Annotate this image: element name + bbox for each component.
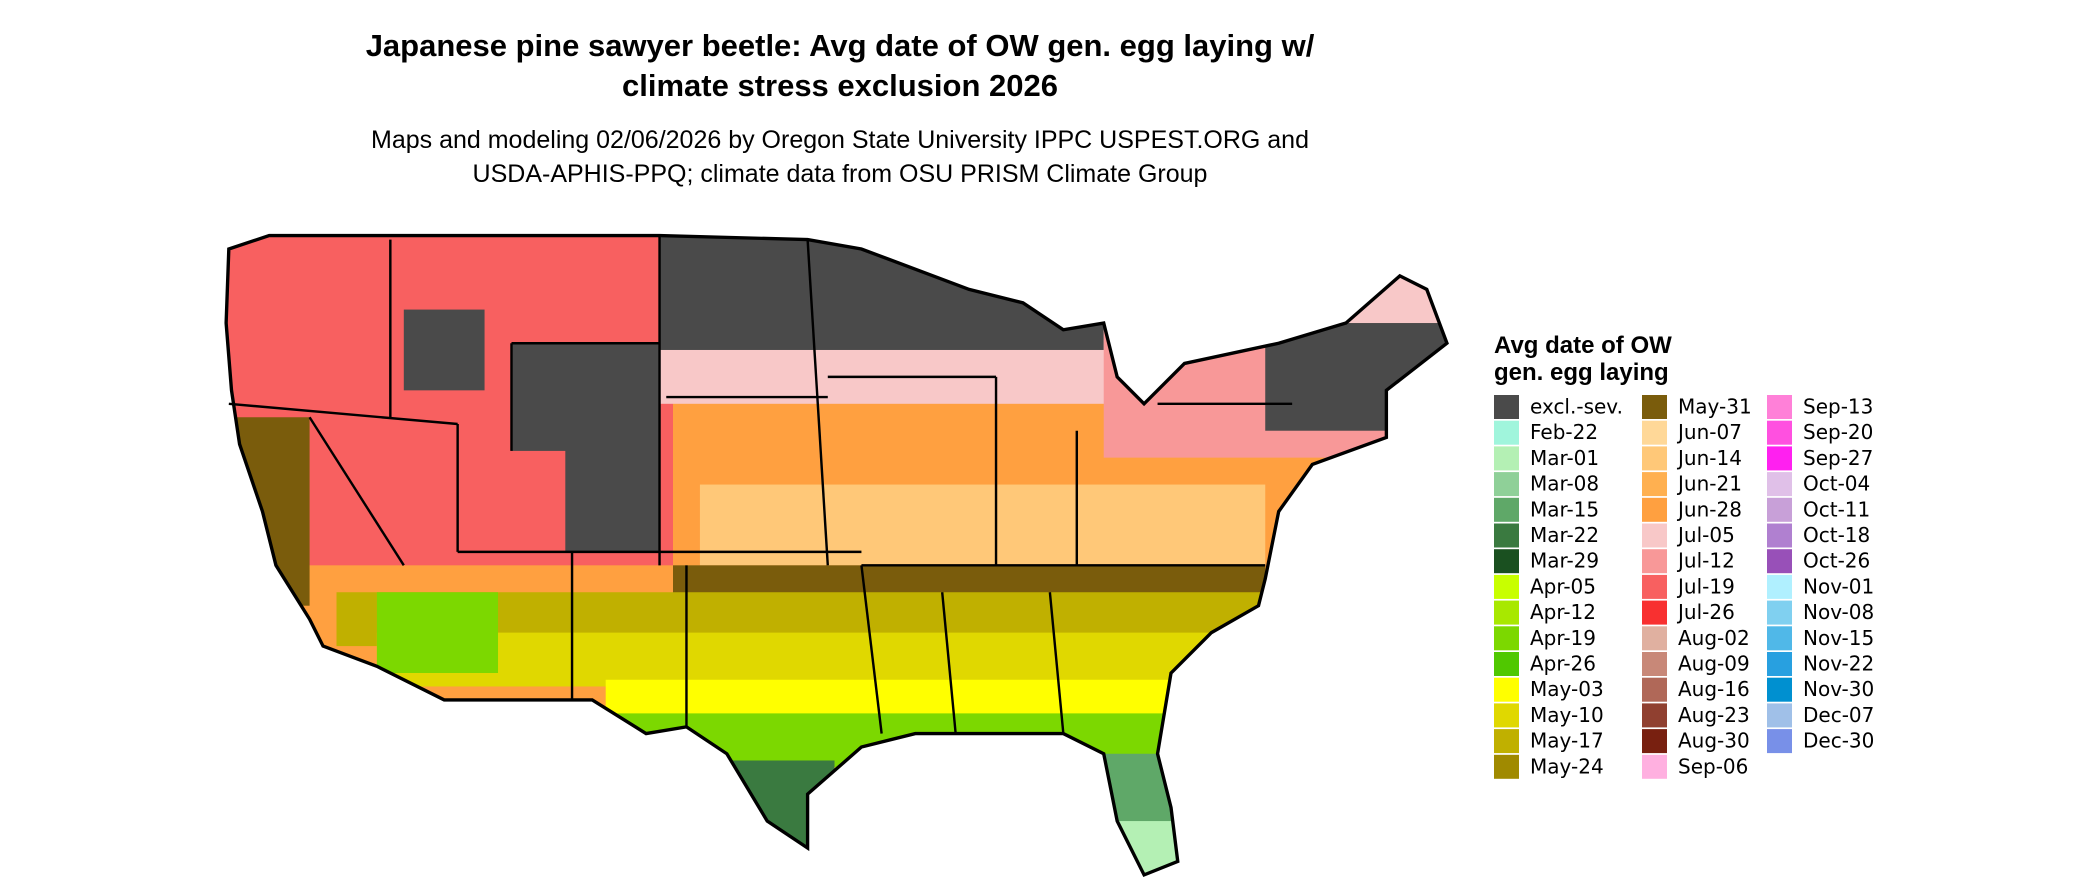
legend-label: excl.-sev. <box>1530 395 1623 419</box>
legend-swatch <box>1767 472 1792 497</box>
legend-label: Mar-15 <box>1530 497 1599 521</box>
legend-label: Mar-29 <box>1530 549 1599 573</box>
legend-label: Jun-07 <box>1676 420 1742 444</box>
legend-swatch <box>1494 420 1519 445</box>
legend-label: Apr-05 <box>1530 574 1596 598</box>
legend-label: Aug-30 <box>1678 729 1750 753</box>
legend-label: Sep-27 <box>1803 446 1873 470</box>
legend-label: May-24 <box>1530 754 1604 778</box>
legend-label: Mar-01 <box>1530 446 1599 470</box>
legend-swatch <box>1767 626 1792 651</box>
legend-label: May-10 <box>1530 703 1604 727</box>
legend-label: Sep-20 <box>1803 420 1873 444</box>
subtitle: USDA-APHIS-PPQ; climate data from OSU PR… <box>473 160 1208 188</box>
legend-swatch <box>1767 523 1792 548</box>
title: climate stress exclusion 2026 <box>622 68 1058 103</box>
legend-swatch <box>1642 472 1667 497</box>
legend-swatch <box>1642 600 1667 625</box>
legend-swatch <box>1494 497 1519 522</box>
legend-swatch <box>1642 395 1667 419</box>
legend-label: May-31 <box>1678 395 1752 419</box>
legend-swatch <box>1642 703 1667 728</box>
legend-swatch <box>1494 446 1519 471</box>
legend-swatch <box>1642 574 1667 599</box>
legend-label: Mar-08 <box>1530 472 1599 496</box>
us-map <box>224 233 1449 878</box>
legend-title: gen. egg laying <box>1494 359 1669 386</box>
legend-label: Apr-12 <box>1530 600 1596 624</box>
legend-label: Apr-26 <box>1530 652 1596 676</box>
legend-swatch <box>1767 497 1792 522</box>
legend-label: Aug-09 <box>1678 652 1750 676</box>
legend-label: Feb-22 <box>1530 420 1598 444</box>
legend-swatch <box>1767 729 1792 754</box>
legend-label: Oct-11 <box>1803 497 1870 521</box>
legend-label: Apr-19 <box>1530 626 1596 650</box>
legend-swatch <box>1494 729 1519 754</box>
legend-label: Oct-26 <box>1803 549 1870 573</box>
legend-label: Jul-26 <box>1676 600 1735 624</box>
title: Japanese pine sawyer beetle: Avg date of… <box>366 28 1315 63</box>
legend-label: Jul-12 <box>1676 549 1735 573</box>
legend-label: May-03 <box>1530 677 1604 701</box>
legend-swatch <box>1767 677 1792 702</box>
legend-swatch <box>1642 652 1667 676</box>
legend-label: Nov-15 <box>1803 626 1874 650</box>
legend-swatch <box>1767 446 1792 471</box>
legend-swatch <box>1767 420 1792 445</box>
legend-label: Aug-23 <box>1678 703 1750 727</box>
legend-label: Jun-14 <box>1676 446 1742 470</box>
legend-label: Dec-30 <box>1803 729 1874 753</box>
legend-label: Dec-07 <box>1803 703 1874 727</box>
legend-swatch <box>1494 626 1519 651</box>
legend-swatch <box>1494 652 1519 676</box>
legend-label: Nov-22 <box>1803 652 1874 676</box>
legend-swatch <box>1642 754 1667 779</box>
legend-label: Oct-18 <box>1803 523 1870 547</box>
legend-label: Nov-08 <box>1803 600 1874 624</box>
legend-title: Avg date of OW <box>1494 332 1672 359</box>
legend-label: Jul-05 <box>1676 523 1735 547</box>
legend-swatch <box>1494 395 1519 419</box>
subtitle: Maps and modeling 02/06/2026 by Oregon S… <box>371 126 1309 154</box>
legend-swatch <box>1642 523 1667 548</box>
legend-swatch <box>1642 626 1667 651</box>
legend-swatch <box>1642 729 1667 754</box>
legend-swatch <box>1494 703 1519 728</box>
legend-label: Sep-13 <box>1803 395 1873 419</box>
legend-label: Jun-21 <box>1676 472 1742 496</box>
legend-label: Mar-22 <box>1530 523 1599 547</box>
legend-swatch <box>1642 446 1667 471</box>
legend-label: Nov-01 <box>1803 574 1874 598</box>
legend-swatch <box>1767 600 1792 625</box>
legend-label: Sep-06 <box>1678 754 1748 778</box>
legend-swatch <box>1767 574 1792 599</box>
legend-swatch <box>1767 703 1792 728</box>
legend-label: Jun-28 <box>1676 497 1742 521</box>
legend-swatch <box>1494 574 1519 599</box>
legend-swatch <box>1767 395 1792 419</box>
legend-swatch <box>1642 420 1667 445</box>
legend-swatch <box>1767 549 1792 574</box>
legend-swatch <box>1494 549 1519 574</box>
titles: Japanese pine sawyer beetle: Avg date of… <box>366 28 1315 188</box>
legend-label: Jul-19 <box>1676 574 1735 598</box>
legend-label: Aug-16 <box>1678 677 1750 701</box>
legend-swatch <box>1494 472 1519 497</box>
legend-swatch <box>1494 600 1519 625</box>
legend-swatch <box>1494 523 1519 548</box>
legend-swatch <box>1642 497 1667 522</box>
legend-swatch <box>1494 677 1519 702</box>
legend-swatch <box>1642 549 1667 574</box>
legend-swatch <box>1767 652 1792 676</box>
legend-swatch <box>1494 754 1519 779</box>
legend-swatch <box>1642 677 1667 702</box>
legend-label: Nov-30 <box>1803 677 1874 701</box>
legend-label: Aug-02 <box>1678 626 1750 650</box>
legend-label: May-17 <box>1530 729 1604 753</box>
legend-label: Oct-04 <box>1803 472 1870 496</box>
